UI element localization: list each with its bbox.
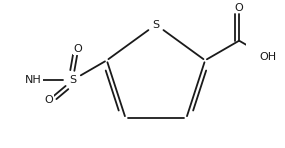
Text: S: S <box>69 75 76 85</box>
Text: NH: NH <box>25 75 42 85</box>
Text: OH: OH <box>259 52 276 62</box>
Text: O: O <box>74 44 83 54</box>
Text: O: O <box>235 3 243 13</box>
Text: S: S <box>152 20 160 30</box>
Text: O: O <box>45 95 53 105</box>
